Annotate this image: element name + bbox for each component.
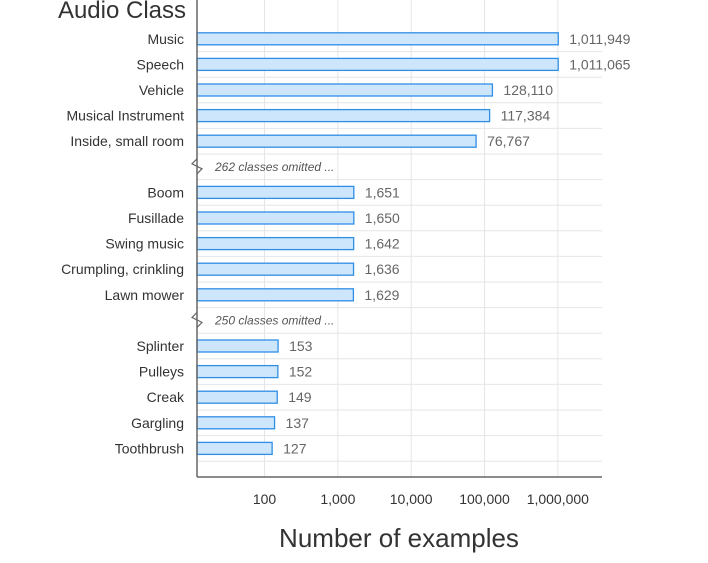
x-tick-label: 1,000,000 [527, 491, 589, 507]
category-label: Toothbrush [115, 440, 184, 456]
value-label: 117,384 [501, 108, 551, 124]
value-label: 76,767 [487, 133, 530, 149]
value-label: 128,110 [503, 82, 553, 98]
category-label: Splinter [137, 338, 185, 354]
omitted-classes-label: 262 classes omitted ... [214, 160, 334, 174]
value-label: 137 [286, 415, 310, 431]
category-label: Music [147, 31, 184, 47]
category-label: Vehicle [139, 82, 184, 98]
value-label: 1,011,949 [569, 31, 630, 47]
bar [196, 339, 279, 353]
category-label: Creak [147, 389, 185, 405]
value-label: 1,651 [365, 184, 400, 200]
value-label: 149 [288, 389, 312, 405]
bar [196, 32, 559, 46]
category-label: Lawn mower [105, 287, 185, 303]
bar [196, 416, 276, 430]
bar [196, 108, 491, 123]
bar [196, 185, 355, 200]
value-label: 1,636 [365, 261, 400, 277]
value-label: 1,650 [365, 210, 400, 226]
category-label: Crumpling, crinkling [61, 261, 184, 277]
bar [196, 83, 494, 97]
category-label: Pulleys [139, 364, 184, 380]
bar [196, 236, 355, 251]
value-label: 1,011,065 [569, 56, 630, 72]
category-label: Boom [147, 184, 184, 200]
value-label: 153 [289, 338, 313, 354]
bar [196, 211, 355, 225]
x-axis-label: Number of examples [279, 523, 519, 553]
category-label: Inside, small room [70, 133, 184, 149]
value-label: 1,642 [365, 236, 400, 252]
grid [197, 0, 602, 477]
category-label: Fusillade [128, 210, 184, 226]
x-tick-label: 1,000 [320, 491, 355, 507]
omitted-classes-label: 250 classes omitted ... [214, 313, 334, 327]
category-label: Gargling [131, 415, 184, 431]
bar [196, 441, 273, 456]
value-label: 1,629 [364, 287, 399, 303]
bar [196, 57, 559, 72]
bar [196, 262, 355, 276]
bar [196, 364, 279, 379]
x-tick-label: 100 [253, 491, 277, 507]
chart-title: Audio Class [58, 0, 186, 24]
labels: 100 1,000 10,000 100,000 1,000,000 Music 1,011… [61, 31, 631, 507]
x-tick-label: 10,000 [390, 491, 433, 507]
bar [196, 134, 477, 148]
bar [196, 288, 355, 302]
bar [196, 390, 278, 404]
category-label: Speech [137, 56, 184, 72]
value-label: 127 [283, 440, 307, 456]
value-label: 152 [289, 364, 313, 380]
x-tick-label: 100,000 [459, 491, 510, 507]
category-label: Swing music [105, 236, 184, 252]
category-label: Musical Instrument [67, 108, 185, 124]
